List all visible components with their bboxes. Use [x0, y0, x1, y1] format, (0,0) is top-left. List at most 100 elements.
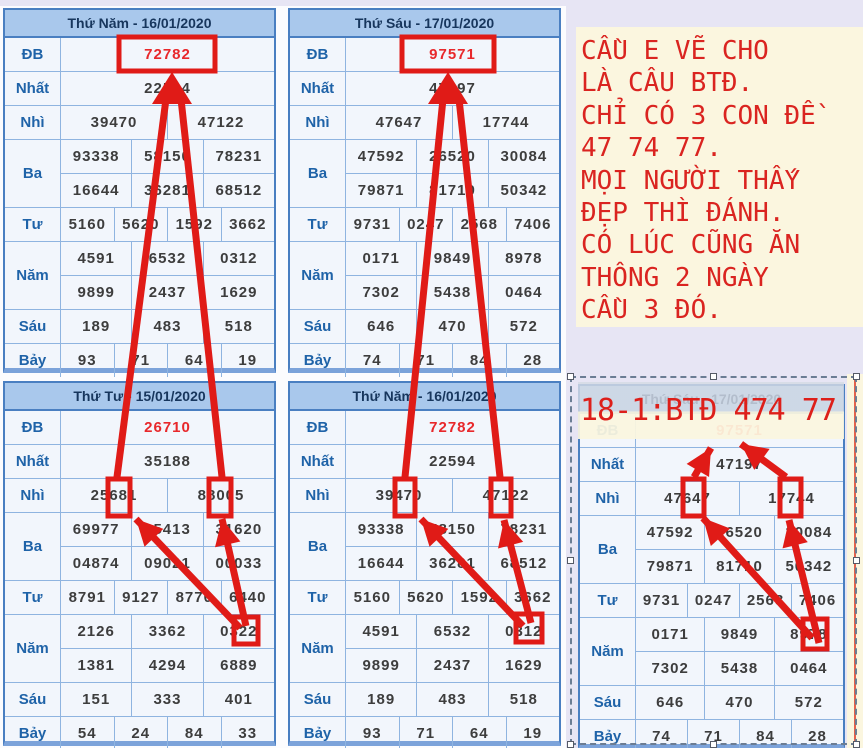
- table-title: Thứ Năm - 16/01/2020: [5, 10, 274, 38]
- prize-label: Ba: [290, 513, 346, 580]
- prize-value: 47592: [646, 524, 694, 541]
- prize-line: 2126 3362 0322: [61, 615, 274, 648]
- note-line: ĐẸP THÌ ĐÁNH.: [581, 198, 785, 229]
- prize-value: 5160: [353, 589, 391, 606]
- prize-value: 33: [220, 717, 275, 748]
- resize-handle-bottom-left[interactable]: [567, 741, 574, 748]
- prize-value: 78231: [487, 513, 559, 546]
- prize-value: 19: [220, 344, 275, 377]
- prize-values: 9731 0247 2568 7406: [346, 208, 559, 241]
- prize-line: 22594: [346, 445, 559, 478]
- selection-marquee[interactable]: [570, 376, 857, 745]
- prize-value: 7302: [651, 660, 689, 677]
- prize-value: 9731: [353, 216, 391, 233]
- prize-value: 646: [367, 318, 396, 335]
- prize-value: 470: [416, 310, 487, 343]
- table-title: Thứ Sáu - 17/01/2020: [290, 10, 559, 38]
- note-line: MỌI NGƯỜI THẤY: [581, 165, 801, 196]
- prize-value: 50342: [487, 174, 559, 207]
- prize-values: 47592 26520 30084 79871 81710 50342: [346, 140, 559, 207]
- prize-value: 6532: [416, 615, 487, 648]
- prize-value: 483: [131, 310, 202, 343]
- prize-row: ĐB 72782: [5, 38, 274, 71]
- btd-result-banner: 18-1:BTĐ 474 77: [578, 382, 844, 439]
- prize-value: 189: [367, 691, 396, 708]
- prize-label: Năm: [290, 242, 346, 309]
- resize-handle-top-right[interactable]: [853, 373, 860, 380]
- prize-label: Năm: [290, 615, 346, 682]
- prize-values: 22594: [61, 72, 274, 105]
- resize-handle-top-left[interactable]: [567, 373, 574, 380]
- prize-value: 4591: [77, 250, 115, 267]
- prize-value: 9899: [77, 284, 115, 301]
- prize-values: 74 71 84 28: [636, 720, 843, 748]
- prize-value: 22594: [144, 80, 191, 97]
- prize-value: 47122: [452, 479, 559, 512]
- prize-value: 1629: [202, 276, 274, 309]
- prize-line: 0171 9849 8978: [346, 242, 559, 275]
- prize-value: 0312: [487, 615, 559, 648]
- prize-value: 93338: [357, 521, 405, 538]
- prize-value: 74: [362, 352, 382, 369]
- prize-label: Nhì: [5, 479, 61, 512]
- prize-line: 4591 6532 0312: [346, 615, 559, 648]
- prize-value: 1592: [167, 208, 221, 241]
- prize-value: 401: [202, 683, 274, 716]
- prize-row: Nhất 35188: [5, 444, 274, 478]
- prize-values: 646 470 572: [636, 686, 843, 719]
- prize-row: Nhất 22594: [290, 444, 559, 478]
- prize-values: 93338 58150 78231 16644 36281 68512: [346, 513, 559, 580]
- prize-value: 1629: [487, 649, 559, 682]
- prize-value: 0171: [362, 250, 400, 267]
- prize-value: 518: [202, 310, 274, 343]
- resize-handle-bottom-center[interactable]: [710, 741, 717, 748]
- prize-value: 17744: [452, 106, 559, 139]
- prize-values: 93338 58150 78231 16644 36281 68512: [61, 140, 274, 207]
- result-table-thu-tu-15-01: Thứ Tư - 15/01/2020 ĐB 26710 Nhất 35188 Nhì 25…: [3, 381, 276, 748]
- prize-value: 36281: [131, 174, 202, 207]
- prize-line: 16644 36281 68512: [61, 173, 274, 207]
- prize-value: 71: [687, 720, 739, 748]
- note-line: CẦU 3 ĐÓ.: [581, 295, 722, 326]
- prize-values: 25681 88005: [61, 479, 274, 512]
- prize-line: 93338 58150 78231: [346, 513, 559, 546]
- prize-values: 8791 9127 8770 6440: [61, 581, 274, 614]
- prize-label: Nhất: [580, 448, 636, 481]
- prize-label: Sáu: [5, 683, 61, 716]
- prize-value: 68512: [202, 174, 274, 207]
- prize-label: Ba: [5, 513, 61, 580]
- prize-value: 151: [82, 691, 111, 708]
- prize-label: Sáu: [580, 686, 636, 719]
- prize-label: Bảy: [5, 717, 61, 748]
- prize-row: Nhất 47197: [290, 71, 559, 105]
- resize-handle-bottom-right[interactable]: [853, 741, 860, 748]
- prize-line: 9899 2437 1629: [61, 275, 274, 309]
- prize-row: Bảy 74 71 84 28: [580, 719, 843, 748]
- resize-handle-mid-left[interactable]: [567, 557, 574, 564]
- prize-label: Sáu: [290, 310, 346, 343]
- prize-label: Năm: [5, 615, 61, 682]
- resize-handle-mid-right[interactable]: [853, 557, 860, 564]
- prize-value: 5438: [416, 276, 487, 309]
- prize-value: 5160: [68, 216, 106, 233]
- prize-value: 68512: [487, 547, 559, 580]
- prize-value: 3662: [220, 208, 275, 241]
- prize-values: 93 71 64 19: [61, 344, 274, 377]
- prize-line: 7302 5438 0464: [636, 651, 843, 685]
- prize-value: 0171: [651, 626, 689, 643]
- prize-row: Bảy 74 71 84 28: [290, 343, 559, 377]
- prize-line: 74 71 84 28: [346, 344, 559, 377]
- prize-row: Tư 8791 9127 8770 6440: [5, 580, 274, 614]
- resize-handle-top-center[interactable]: [710, 373, 717, 380]
- prize-values: 151 333 401: [61, 683, 274, 716]
- prize-values: 189 483 518: [346, 683, 559, 716]
- prize-values: 4591 6532 0312 9899 2437 1629: [61, 242, 274, 309]
- prize-value: 97571: [429, 46, 476, 63]
- prize-line: 4591 6532 0312: [61, 242, 274, 275]
- prize-label: Ba: [5, 140, 61, 207]
- table-title: Thứ Tư - 15/01/2020: [5, 383, 274, 411]
- prize-value: 47122: [167, 106, 274, 139]
- prize-label: Bảy: [290, 717, 346, 748]
- prize-label: Nhất: [5, 445, 61, 478]
